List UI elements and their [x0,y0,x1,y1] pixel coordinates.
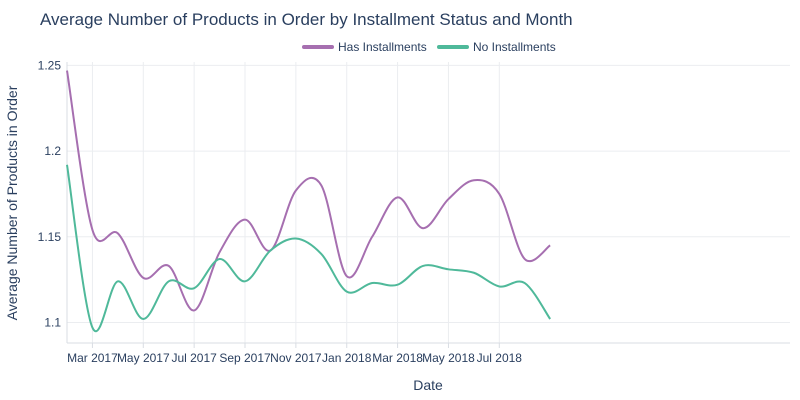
y-tick-label: 1.1 [44,315,61,329]
y-tick-label: 1.2 [44,144,61,158]
x-axis-ticks: Mar 2017 May 2017 Jul 2017 Sep 2017 Nov 2017… [67,343,522,365]
legend-item-has-installments[interactable]: Has Installments [302,40,427,54]
x-tick-label: Mar 2018 [372,351,423,365]
legend-item-no-installments[interactable]: No Installments [437,40,556,54]
x-tick-label: Jan 2018 [322,351,372,365]
x-tick-label: May 2018 [422,351,475,365]
x-tick-label: Jul 2018 [477,351,523,365]
legend-label-has-installments: Has Installments [338,40,427,54]
series-line-no-installments [66,164,551,333]
y-axis-label: Average Number of Products in Order [4,85,20,320]
x-tick-label: Sep 2017 [219,351,271,365]
series-line-has-installments [66,70,551,312]
y-tick-label: 1.25 [38,58,62,72]
legend: Has Installments No Installments [302,40,556,54]
legend-label-no-installments: No Installments [473,40,556,54]
series-group [66,70,551,333]
x-axis-label: Date [413,377,443,393]
x-tick-label: Jul 2017 [171,351,217,365]
x-tick-label: Mar 2017 [67,351,118,365]
x-tick-label: May 2017 [117,351,170,365]
x-tick-label: Nov 2017 [270,351,322,365]
gridlines [67,62,790,343]
chart-title: Average Number of Products in Order by I… [40,10,573,29]
y-tick-label: 1.15 [38,230,62,244]
y-axis-ticks: 1.1 1.15 1.2 1.25 [38,58,62,329]
